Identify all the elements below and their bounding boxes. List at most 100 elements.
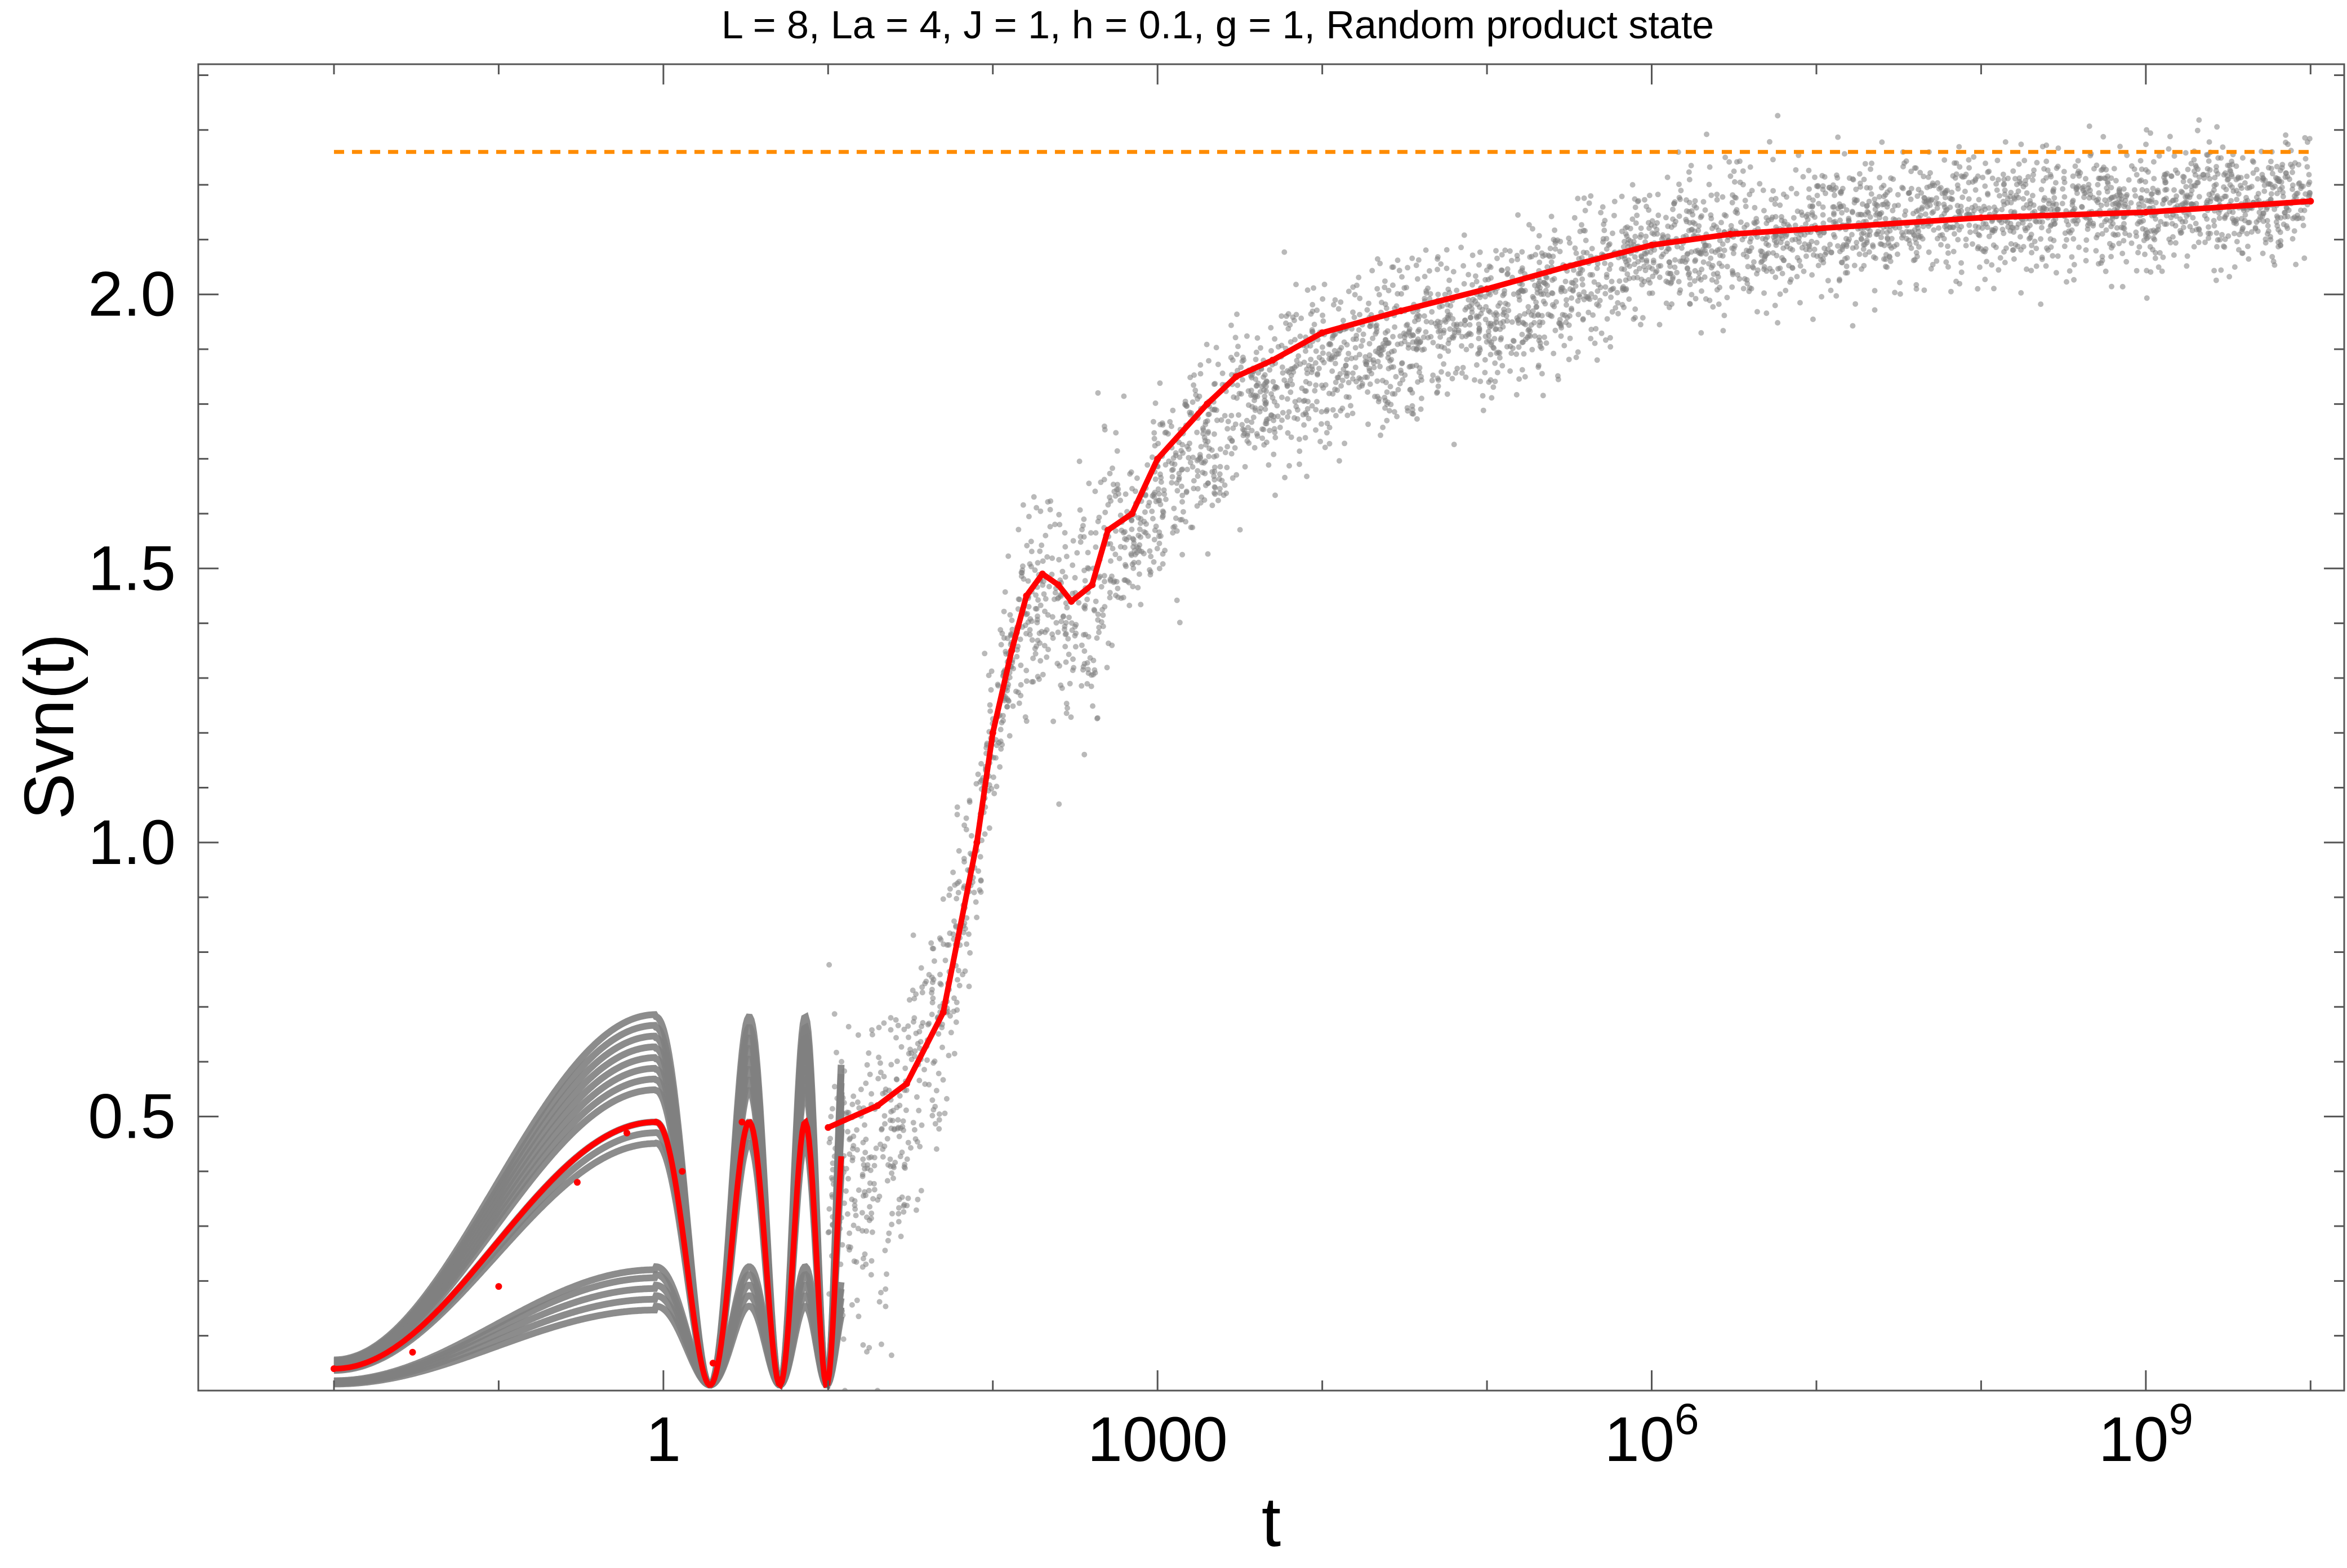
sample-point — [1356, 351, 1362, 358]
sample-point — [1476, 262, 1482, 268]
sample-point — [1155, 440, 1161, 447]
sample-point — [1157, 380, 1163, 386]
sample-point — [2283, 139, 2289, 145]
sample-point — [1176, 470, 1182, 476]
sample-point — [902, 1165, 908, 1171]
sample-point — [1692, 221, 1698, 227]
sample-point — [1080, 632, 1086, 638]
sample-point — [1392, 324, 1398, 330]
sample-point — [1228, 412, 1235, 418]
sample-point — [1999, 226, 2006, 233]
sample-point — [1395, 257, 1401, 264]
sample-point — [1156, 565, 1163, 572]
sample-point — [1151, 430, 1157, 436]
sample-point — [1474, 315, 1480, 321]
sample-point — [1298, 315, 1304, 322]
sample-point — [1884, 264, 1890, 270]
sample-point — [906, 1034, 911, 1040]
sample-point — [1607, 287, 1614, 293]
sample-point — [1621, 304, 1627, 310]
sample-point — [2305, 181, 2312, 188]
sample-point — [2102, 197, 2108, 203]
sample-point — [1601, 228, 1607, 233]
sample-point — [826, 1206, 832, 1212]
sample-point — [1418, 395, 1424, 402]
sample-point — [2194, 127, 2201, 133]
sample-point — [882, 1121, 888, 1127]
sample-point — [1084, 596, 1090, 603]
sample-point — [1591, 279, 1597, 285]
sample-point — [840, 1336, 847, 1342]
sample-point — [1877, 215, 1883, 221]
sample-point — [1279, 364, 1285, 370]
sample-point — [2093, 248, 2099, 254]
sample-point — [1263, 401, 1269, 407]
sample-point — [2283, 132, 2289, 138]
sample-point — [931, 958, 937, 964]
sample-point — [2233, 218, 2239, 224]
sample-point — [1526, 326, 1532, 332]
sample-point — [2282, 210, 2287, 216]
sample-point — [865, 1162, 871, 1168]
sample-point — [890, 1107, 896, 1113]
sample-point — [1916, 244, 1922, 250]
sample-point — [871, 1181, 877, 1187]
mean-point — [738, 1119, 746, 1126]
sample-point — [1454, 366, 1460, 372]
sample-point — [1551, 276, 1557, 282]
sample-point — [1435, 291, 1441, 297]
sample-point — [2102, 219, 2108, 225]
sample-point — [1920, 224, 1926, 230]
sample-point — [1093, 530, 1099, 536]
sample-point — [884, 1135, 890, 1142]
sample-point — [1310, 302, 1316, 308]
sample-point — [1966, 157, 1972, 163]
sample-point — [884, 1271, 889, 1277]
sample-point — [2086, 123, 2092, 130]
x-axis: 1 1000 106 109 — [333, 64, 2312, 1475]
sample-point — [987, 708, 994, 714]
sample-point — [1488, 377, 1494, 383]
sample-point — [1846, 236, 1852, 242]
sample-point — [1168, 423, 1174, 429]
sample-point — [1997, 255, 2003, 261]
mean-point — [1068, 598, 1075, 605]
sample-point — [1138, 516, 1144, 522]
mean-curve — [330, 198, 2314, 1389]
sample-point — [1698, 251, 1704, 257]
sample-point — [994, 742, 1000, 749]
sample-point — [1666, 304, 1672, 310]
sample-point — [1107, 470, 1113, 476]
sample-point — [1151, 559, 1157, 565]
sample-point — [1262, 406, 1268, 412]
sample-point — [2076, 244, 2082, 251]
sample-point — [1865, 210, 1872, 216]
sample-point — [1444, 314, 1450, 320]
sample-point — [1729, 245, 1735, 251]
sample-point — [2269, 171, 2275, 177]
sample-point — [1369, 268, 1375, 274]
sample-point — [1356, 375, 1362, 381]
sample-point — [1393, 373, 1399, 380]
sample-point — [1825, 246, 1831, 252]
sample-point — [1686, 270, 1693, 276]
sample-point — [1235, 344, 1241, 350]
sample-point — [829, 1175, 835, 1181]
sample-point — [1258, 345, 1263, 351]
sample-point — [1437, 319, 1444, 326]
sample-point — [1942, 194, 1948, 201]
sample-point — [1539, 345, 1545, 351]
sample-point — [1104, 665, 1110, 671]
mean-point — [1008, 647, 1016, 654]
sample-point — [1646, 264, 1653, 270]
sample-point — [2268, 191, 2274, 197]
sample-point — [1191, 478, 1197, 484]
sample-point — [1086, 480, 1092, 487]
sample-point — [976, 868, 982, 874]
sample-point — [1600, 239, 1606, 245]
sample-point — [1710, 304, 1716, 310]
sample-point — [1722, 154, 1729, 161]
sample-point — [875, 1197, 881, 1203]
sample-point — [1783, 287, 1789, 293]
sample-point — [1772, 302, 1778, 309]
